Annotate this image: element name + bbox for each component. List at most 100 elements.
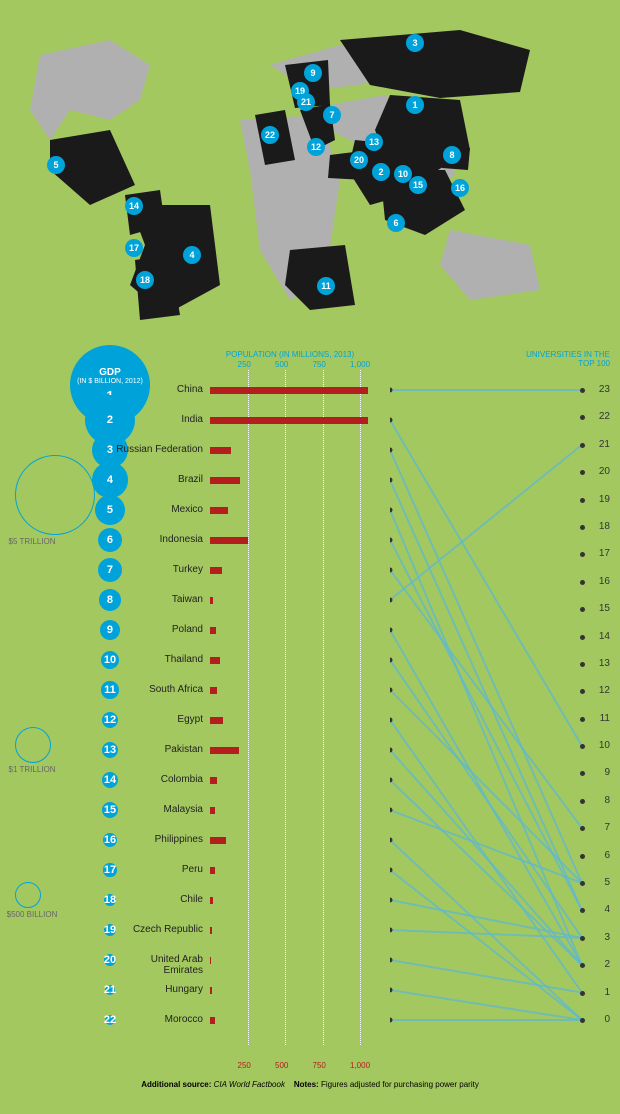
uni-scale-dot [580,388,585,393]
population-bar [210,987,212,994]
uni-scale-label: 11 [590,713,610,724]
country-label: Philippines [113,834,203,845]
uni-scale-label: 22 [590,411,610,422]
source-label: Additional source: [141,1080,211,1089]
population-bar [210,387,368,394]
country-label: Poland [113,624,203,635]
map-marker-8: 8 [443,146,461,164]
uni-scale-dot [580,936,585,941]
map-marker-11: 11 [317,277,335,295]
pop-tick-bottom: 750 [313,1061,326,1070]
connection-line [390,870,582,1020]
row-start-dot [390,1018,393,1023]
uni-scale-label: 18 [590,521,610,532]
pop-gridline [360,370,361,1045]
uni-scale-label: 4 [590,904,610,915]
pop-tick-top: 500 [275,360,288,369]
pop-gridline [323,370,324,1045]
country-label: United Arab Emirates [113,954,203,976]
population-bar [210,807,215,814]
row-start-dot [390,478,393,483]
pop-tick-bottom: 250 [238,1061,251,1070]
row-start-dot [390,928,393,933]
map-marker-9: 9 [304,64,322,82]
map-marker-2: 2 [372,163,390,181]
country-label: Russian Federation [113,444,203,455]
uni-scale-label: 8 [590,795,610,806]
footer: Additional source: CIA World Factbook No… [10,1070,610,1104]
population-bar [210,657,220,664]
uni-scale-dot [580,580,585,585]
country-label: India [113,414,203,425]
uni-scale-label: 2 [590,959,610,970]
uni-scale-dot [580,498,585,503]
source-text: CIA World Factbook [214,1080,285,1089]
uni-scale-dot [580,881,585,886]
chart: $5 TRILLION$1 TRILLION$500 BILLION GDP(I… [10,350,610,1070]
map-marker-15: 15 [409,176,427,194]
country-label: Chile [113,894,203,905]
connection-line [390,990,582,1020]
uni-scale-dot [580,525,585,530]
map-marker-13: 13 [365,133,383,151]
map-marker-1: 1 [406,96,424,114]
uni-scale-dot [580,635,585,640]
country-label: South Africa [113,684,203,695]
map-marker-21: 21 [297,93,315,111]
population-column: POPULATION (IN MILLIONS, 2013) 250 500 750… [210,350,370,1070]
uni-scale-label: 17 [590,548,610,559]
notes-text: Figures adjusted for purchasing power pa… [321,1080,479,1089]
uni-scale-dot [580,1018,585,1023]
population-bar [210,837,226,844]
map-marker-3: 3 [406,34,424,52]
population-bar [210,867,215,874]
map-marker-14: 14 [125,197,143,215]
map-marker-7: 7 [323,106,341,124]
pop-tick-bottom: 1,000 [350,1061,370,1070]
country-label: Egypt [113,714,203,725]
country-label: Malaysia [113,804,203,815]
map-marker-16: 16 [451,179,469,197]
uni-scale-dot [580,662,585,667]
connection-line [390,840,582,1020]
uni-scale-label: 19 [590,494,610,505]
pop-tick-top: 750 [313,360,326,369]
country-label: Mexico [113,504,203,515]
scale-circle [15,882,41,908]
map-svg [10,10,610,320]
population-bar [210,687,217,694]
country-label: Colombia [113,774,203,785]
connection-line [390,450,582,883]
row-start-dot [390,958,393,963]
population-header: POPULATION (IN MILLIONS, 2013) [210,350,370,359]
population-bar [210,537,248,544]
row-start-dot [390,508,393,513]
uni-scale-dot [580,991,585,996]
population-bar [210,777,217,784]
country-label: Taiwan [113,594,203,605]
country-label: Brazil [113,474,203,485]
uni-scale-label: 12 [590,685,610,696]
country-label: Pakistan [113,744,203,755]
map-marker-20: 20 [350,151,368,169]
uni-scale-label: 20 [590,466,610,477]
population-bar [210,1017,215,1024]
population-bar [210,567,222,574]
uni-scale-dot [580,799,585,804]
pop-gridline [248,370,249,1045]
pop-tick-top: 250 [238,360,251,369]
row-start-dot [390,538,393,543]
connection-line [390,960,582,993]
population-bar [210,747,239,754]
population-bar [210,447,231,454]
gdp-column: GDP(IN $ BILLION, 2012)1China2India3Russ… [65,350,195,1070]
population-bar [210,957,211,964]
map-marker-17: 17 [125,239,143,257]
pop-gridline [285,370,286,1045]
uni-scale-dot [580,443,585,448]
row-start-dot [390,898,393,903]
connection-line [390,690,582,883]
country-label: Turkey [113,564,203,575]
uni-scale-label: 1 [590,987,610,998]
map-marker-6: 6 [387,214,405,232]
